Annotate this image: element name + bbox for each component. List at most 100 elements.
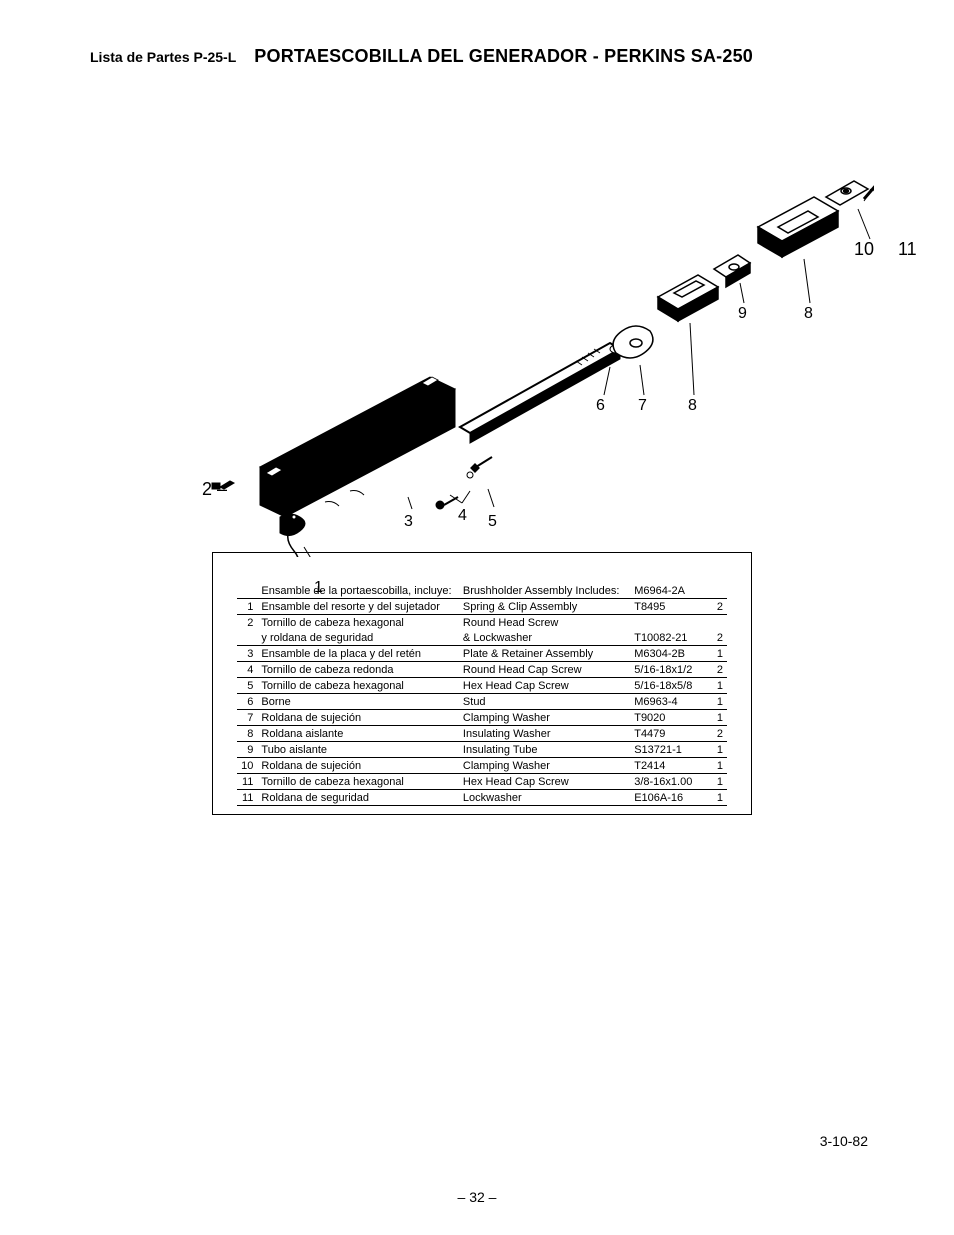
cell-partno: T4479 <box>630 726 711 742</box>
cell-index: 9 <box>237 742 257 758</box>
cell-desc-es: Tornillo de cabeza hexagonal <box>257 678 459 694</box>
callout-1: 1 <box>314 579 323 597</box>
table-row: 8Roldana aislanteInsulating WasherT44792 <box>237 726 727 742</box>
table-row: 4Tornillo de cabeza redondaRound Head Ca… <box>237 662 727 678</box>
cell-qty: 2 <box>711 599 727 615</box>
cell-qty: 2 <box>711 726 727 742</box>
cell-partno: M6964-2A <box>630 583 711 599</box>
table-row: 1Ensamble del resorte y del sujetadorSpr… <box>237 599 727 615</box>
part-8a-icon <box>658 275 718 321</box>
cell-desc-en: Lockwasher <box>459 790 630 806</box>
cell-qty: 1 <box>711 758 727 774</box>
cell-partno: M6304-2B <box>630 646 711 662</box>
table-row: 3Ensamble de la placa y del reténPlate &… <box>237 646 727 662</box>
cell-desc-es: Ensamble del resorte y del sujetador <box>257 599 459 615</box>
cell-qty: 1 <box>711 790 727 806</box>
cell-desc-es: Roldana aislante <box>257 726 459 742</box>
cell-partno: M6963-4 <box>630 694 711 710</box>
parts-table-container: Ensamble de la portaescobilla, incluye:B… <box>212 552 752 815</box>
part-6-icon <box>460 343 622 443</box>
table-row: 9Tubo aislanteInsulating TubeS13721-11 <box>237 742 727 758</box>
cell-index: 7 <box>237 710 257 726</box>
cell-desc-es: Tornillo de cabeza hexagonal <box>257 615 459 631</box>
callout-6: 6 <box>596 397 605 415</box>
cell-index: 10 <box>237 758 257 774</box>
table-row: 11Roldana de seguridadLockwasherE106A-16… <box>237 790 727 806</box>
callout-8b: 8 <box>804 305 813 323</box>
part-3-icon <box>260 377 455 517</box>
cell-partno: T9020 <box>630 710 711 726</box>
cell-desc-en: Insulating Washer <box>459 726 630 742</box>
cell-qty: 1 <box>711 774 727 790</box>
cell-qty: 2 <box>711 630 727 646</box>
exploded-diagram: 2 – 1 3 4 5 6 7 8 9 8 10 11 <box>90 87 874 542</box>
table-row: 7Roldana de sujeciónClamping WasherT9020… <box>237 710 727 726</box>
part-4-icon <box>436 497 458 509</box>
cell-qty <box>711 583 727 599</box>
callout-5: 5 <box>488 513 497 531</box>
callout-9: 9 <box>738 305 747 323</box>
cell-desc-es: Tornillo de cabeza redonda <box>257 662 459 678</box>
part-5-icon <box>467 457 492 478</box>
cell-desc-en: Clamping Washer <box>459 710 630 726</box>
cell-desc-en: Insulating Tube <box>459 742 630 758</box>
cell-index: 2 <box>237 615 257 631</box>
cell-index: 4 <box>237 662 257 678</box>
cell-index: 1 <box>237 599 257 615</box>
cell-index: 6 <box>237 694 257 710</box>
cell-desc-es: Ensamble de la placa y del retén <box>257 646 459 662</box>
cell-index: 3 <box>237 646 257 662</box>
cell-index <box>237 583 257 599</box>
cell-desc-es: Tubo aislante <box>257 742 459 758</box>
part-11-icon <box>864 163 874 201</box>
table-row: Ensamble de la portaescobilla, incluye:B… <box>237 583 727 599</box>
cell-index: 11 <box>237 790 257 806</box>
cell-desc-en: Plate & Retainer Assembly <box>459 646 630 662</box>
cell-qty: 1 <box>711 742 727 758</box>
header-right: PORTAESCOBILLA DEL GENERADOR - PERKINS S… <box>254 46 753 67</box>
cell-desc-es: Tornillo de cabeza hexagonal <box>257 774 459 790</box>
cell-desc-en: Round Head Screw <box>459 615 630 631</box>
revision-date: 3-10-82 <box>820 1133 868 1149</box>
cell-desc-es: y roldana de seguridad <box>257 630 459 646</box>
page: Lista de Partes P-25-L PORTAESCOBILLA DE… <box>0 0 954 1235</box>
cell-qty: 1 <box>711 678 727 694</box>
callout-2: 2 – <box>202 479 227 500</box>
cell-desc-es: Roldana de sujeción <box>257 758 459 774</box>
callout-8a: 8 <box>688 397 697 415</box>
cell-partno: E106A-16 <box>630 790 711 806</box>
callout-11: 11 <box>898 239 917 260</box>
cell-desc-en: Brushholder Assembly Includes: <box>459 583 630 599</box>
parts-table: Ensamble de la portaescobilla, incluye:B… <box>237 583 727 806</box>
cell-desc-en: Clamping Washer <box>459 758 630 774</box>
cell-partno: 3/8-16x1.00 <box>630 774 711 790</box>
table-row: 10Roldana de sujeciónClamping WasherT241… <box>237 758 727 774</box>
table-row: 6BorneStudM6963-41 <box>237 694 727 710</box>
part-1-icon <box>280 514 305 557</box>
table-row: y roldana de seguridad& LockwasherT10082… <box>237 630 727 646</box>
cell-partno: T10082-21 <box>630 630 711 646</box>
table-row: 5Tornillo de cabeza hexagonalHex Head Ca… <box>237 678 727 694</box>
table-row: 11Tornillo de cabeza hexagonalHex Head C… <box>237 774 727 790</box>
part-10-icon <box>826 181 868 205</box>
cell-partno: 5/16-18x1/2 <box>630 662 711 678</box>
callout-4: 4 <box>458 507 467 525</box>
cell-desc-en: Hex Head Cap Screw <box>459 678 630 694</box>
cell-qty: 1 <box>711 710 727 726</box>
cell-desc-es: Borne <box>257 694 459 710</box>
page-number: – 32 – <box>0 1189 954 1205</box>
part-9-icon <box>714 255 750 287</box>
header-left: Lista de Partes P-25-L <box>90 49 236 65</box>
cell-qty: 1 <box>711 694 727 710</box>
cell-qty: 1 <box>711 646 727 662</box>
table-row: 2Tornillo de cabeza hexagonalRound Head … <box>237 615 727 631</box>
cell-desc-es: Roldana de sujeción <box>257 710 459 726</box>
cell-partno: S13721-1 <box>630 742 711 758</box>
cell-index: 5 <box>237 678 257 694</box>
cell-desc-es: Ensamble de la portaescobilla, incluye: <box>257 583 459 599</box>
cell-partno: 5/16-18x5/8 <box>630 678 711 694</box>
part-7-icon <box>613 326 653 358</box>
page-header: Lista de Partes P-25-L PORTAESCOBILLA DE… <box>90 46 874 67</box>
cell-desc-en: Hex Head Cap Screw <box>459 774 630 790</box>
callout-3: 3 <box>404 513 413 531</box>
